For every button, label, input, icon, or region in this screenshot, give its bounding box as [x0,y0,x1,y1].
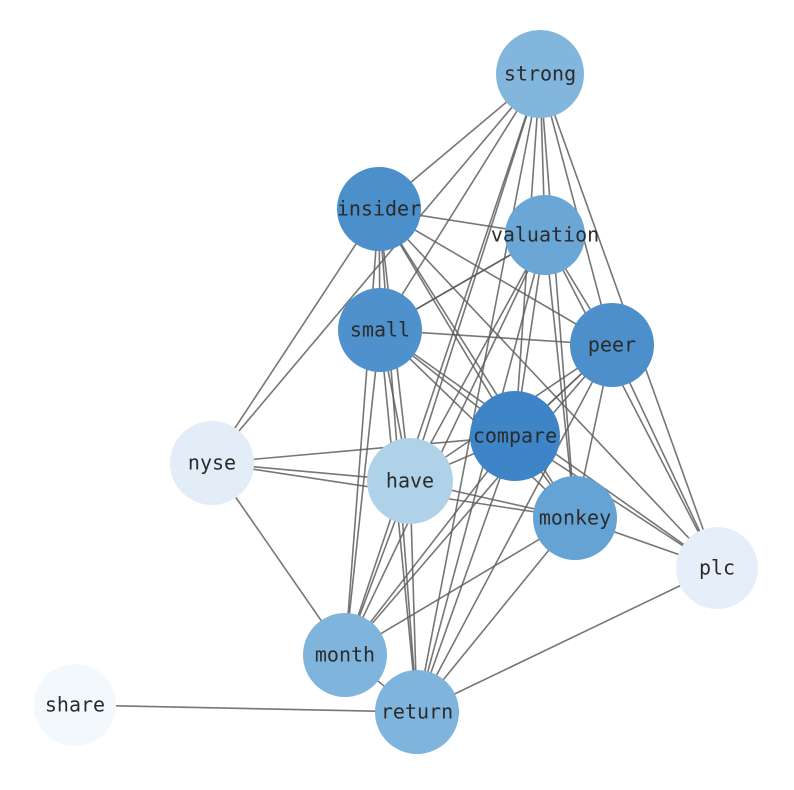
graph-edge [344,329,381,656]
graph-edge [416,234,546,713]
node-circle[interactable] [34,664,116,746]
graph-node-compare[interactable]: compare [470,391,560,481]
graph-node-small[interactable]: small [338,288,422,372]
graph-edge [344,234,546,656]
graph-edge [344,517,576,656]
graph-node-insider[interactable]: insider [337,167,421,251]
graph-edge [74,704,418,713]
graph-edge [344,73,541,656]
graph-edge [344,435,516,656]
graph-edge [544,234,576,519]
graph-edge [416,344,613,713]
node-circle[interactable] [470,391,560,481]
graph-edge [539,73,576,519]
graph-edge [416,73,541,713]
node-circle[interactable] [337,167,421,251]
graph-node-peer[interactable]: peer [570,303,654,387]
node-circle[interactable] [496,30,584,118]
node-circle[interactable] [338,288,422,372]
graph-edge [344,208,380,656]
node-circle[interactable] [676,527,758,609]
graph-node-nyse[interactable]: nyse [170,421,254,505]
node-circle[interactable] [375,670,459,754]
node-circle[interactable] [505,195,585,275]
graph-node-plc[interactable]: plc [676,527,758,609]
graph-edge [211,73,541,464]
node-circle[interactable] [303,613,387,697]
graph-edge [416,435,516,713]
graph-node-share[interactable]: share [34,664,116,746]
graph-edge [409,234,546,482]
graph-node-monkey[interactable]: monkey [533,476,617,560]
node-circle[interactable] [170,421,254,505]
graph-node-return[interactable]: return [375,670,459,754]
node-circle[interactable] [533,476,617,560]
graph-edge [211,208,380,464]
graph-edge [344,344,613,656]
graph-edge [409,73,541,482]
graph-node-strong[interactable]: strong [496,30,584,118]
graph-edge [544,234,718,569]
graph-node-have[interactable]: have [367,438,453,524]
node-circle[interactable] [570,303,654,387]
graph-edge [378,208,613,346]
graph-edge [416,567,718,713]
graph-node-month[interactable]: month [303,613,387,697]
node-circle[interactable] [367,438,453,524]
graph-edge [539,73,613,346]
graph-edge [211,435,516,464]
graph-edge [379,73,541,331]
